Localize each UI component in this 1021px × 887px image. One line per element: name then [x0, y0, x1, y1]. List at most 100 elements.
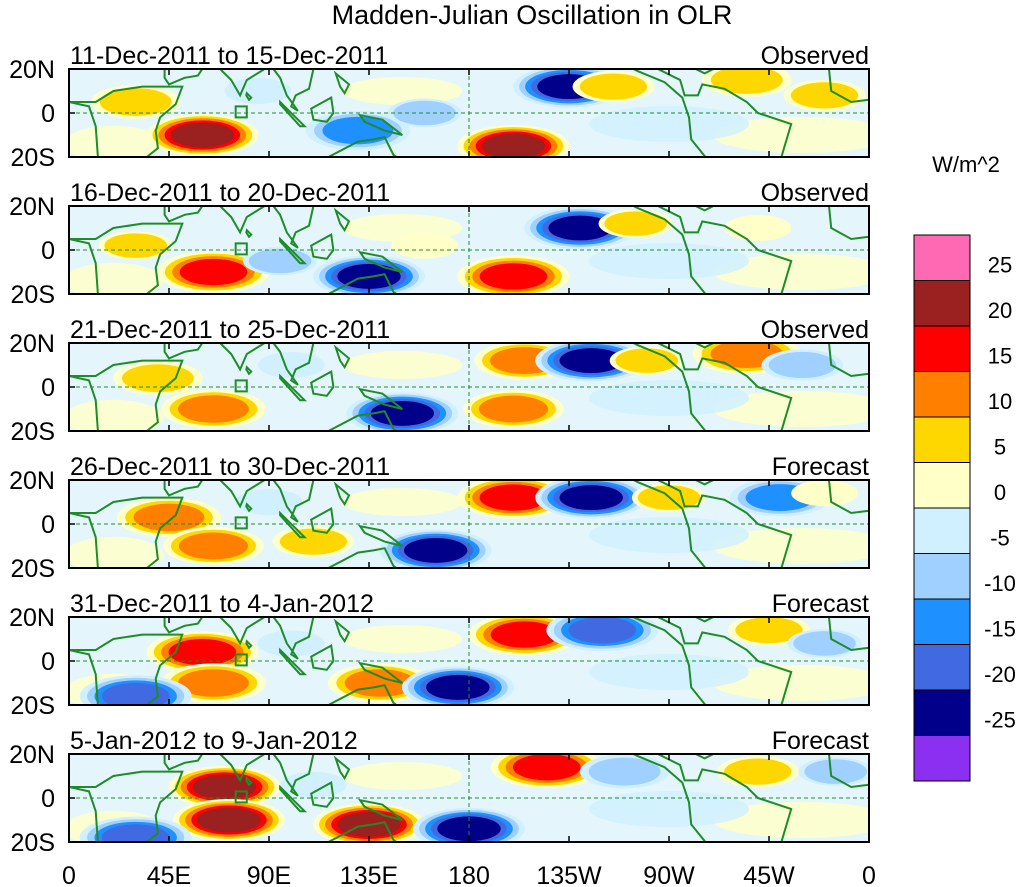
x-tick-label: 180 [448, 862, 490, 887]
coastline [272, 617, 315, 660]
contour-level [579, 73, 648, 100]
panel-type-label: Forecast [772, 453, 869, 481]
coastline [245, 228, 253, 239]
contour-level [791, 480, 858, 507]
x-axis: 0 45E 90E 135E 180 135W 90W 45W 0 [62, 862, 876, 887]
y-tick-label: 20N [9, 604, 55, 632]
contour-level [101, 824, 170, 842]
coastline [695, 754, 714, 760]
coastline [279, 236, 308, 265]
weak-anomaly [712, 528, 869, 564]
colorbar-tick-label: 15 [988, 344, 1012, 369]
coastline [279, 510, 308, 539]
map-panel: 20N 0 20S 21-Dec-2011 to 25-Dec-2011 Observe… [9, 316, 870, 446]
anomaly-center [457, 255, 570, 294]
coastline [245, 502, 253, 513]
panel-period-label: 16-Dec-2011 to 20-Dec-2011 [70, 179, 390, 207]
anomaly-center [457, 480, 570, 519]
coastline [333, 207, 351, 233]
panel-type-label: Forecast [772, 727, 869, 755]
anomaly-center [146, 631, 259, 674]
contour-level [168, 639, 237, 666]
coastline [218, 206, 267, 235]
coastline [333, 755, 351, 781]
coastline [632, 343, 793, 431]
anomaly-center [163, 527, 264, 565]
weak-anomaly [342, 625, 463, 653]
contour-level [478, 395, 549, 423]
anomaly-center [257, 352, 325, 378]
colorbar-tick-label: -5 [990, 526, 1010, 551]
anomaly-center [379, 529, 492, 568]
y-tick-label: 20N [9, 56, 55, 84]
colorbar: W/m^2 25 20 15 10 5 0 -5 -10 -15 -20 -25 [913, 152, 1016, 782]
anomaly-center [787, 629, 862, 658]
anomaly-center [761, 349, 844, 381]
coastline [69, 633, 184, 705]
coastline [163, 343, 204, 360]
y-tick-label: 0 [41, 100, 55, 128]
coastline [218, 480, 267, 509]
colorbar-swatch [913, 598, 971, 645]
contour-level [197, 807, 261, 833]
anomaly-center [98, 231, 173, 260]
anomaly-center [280, 771, 347, 798]
coastline [279, 99, 308, 128]
coastline [218, 69, 267, 98]
weak-anomaly [69, 125, 164, 157]
coastline [272, 343, 315, 386]
coastlines [69, 69, 869, 157]
colorbar-swatch [913, 325, 971, 372]
coastline [218, 343, 267, 372]
coastline [695, 206, 714, 212]
anomaly-center [457, 125, 570, 157]
colorbar-swatch [913, 553, 971, 600]
coastline [310, 370, 335, 397]
weak-anomaly [69, 262, 164, 294]
anomaly-center [401, 666, 514, 705]
coastline [695, 69, 714, 75]
coastline [272, 69, 315, 112]
anomaly-center [702, 69, 792, 97]
coastline [357, 661, 403, 684]
contour-level [735, 617, 803, 644]
coastline [326, 684, 399, 705]
coastlines [69, 617, 869, 705]
contour-level [790, 82, 859, 109]
colorbar-tick-label: 0 [994, 480, 1006, 505]
colorbar-swatch [913, 735, 971, 782]
weak-anomaly [342, 77, 463, 105]
anomaly-center [598, 209, 673, 238]
region-box [234, 653, 248, 667]
y-tick-label: 20N [9, 193, 55, 221]
map-panels: 20N 0 20S 11-Dec-2011 to 15-Dec-2011 Observe… [9, 42, 870, 857]
region-box [234, 790, 248, 804]
coastline [218, 754, 267, 783]
coastline [333, 481, 351, 507]
colorbar-swatch [913, 371, 971, 418]
contour-level [178, 532, 249, 560]
anomaly-center [161, 663, 266, 703]
coastlines [69, 480, 869, 568]
weak-anomaly [342, 762, 463, 790]
coastline [827, 69, 869, 104]
panel-period-label: 26-Dec-2011 to 30-Dec-2011 [70, 453, 390, 481]
x-tick-label: 90W [643, 862, 695, 887]
contour-level [724, 215, 792, 241]
coastline [827, 343, 869, 378]
weak-anomaly [589, 243, 749, 279]
contour-level [224, 78, 292, 104]
coastline [272, 754, 315, 797]
contour-level [481, 133, 546, 157]
y-tick-label: 20N [9, 741, 55, 769]
panel-period-label: 11-Dec-2011 to 15-Dec-2011 [70, 42, 388, 70]
coastline [632, 480, 793, 568]
coastline [827, 617, 869, 652]
anomaly-center [243, 246, 318, 276]
colorbar-swatch [913, 462, 971, 509]
contour-level [804, 759, 867, 784]
anomaly-center [346, 392, 459, 431]
anomaly-field [69, 69, 869, 157]
contour-level [479, 484, 548, 511]
weak-anomaly [712, 254, 869, 290]
